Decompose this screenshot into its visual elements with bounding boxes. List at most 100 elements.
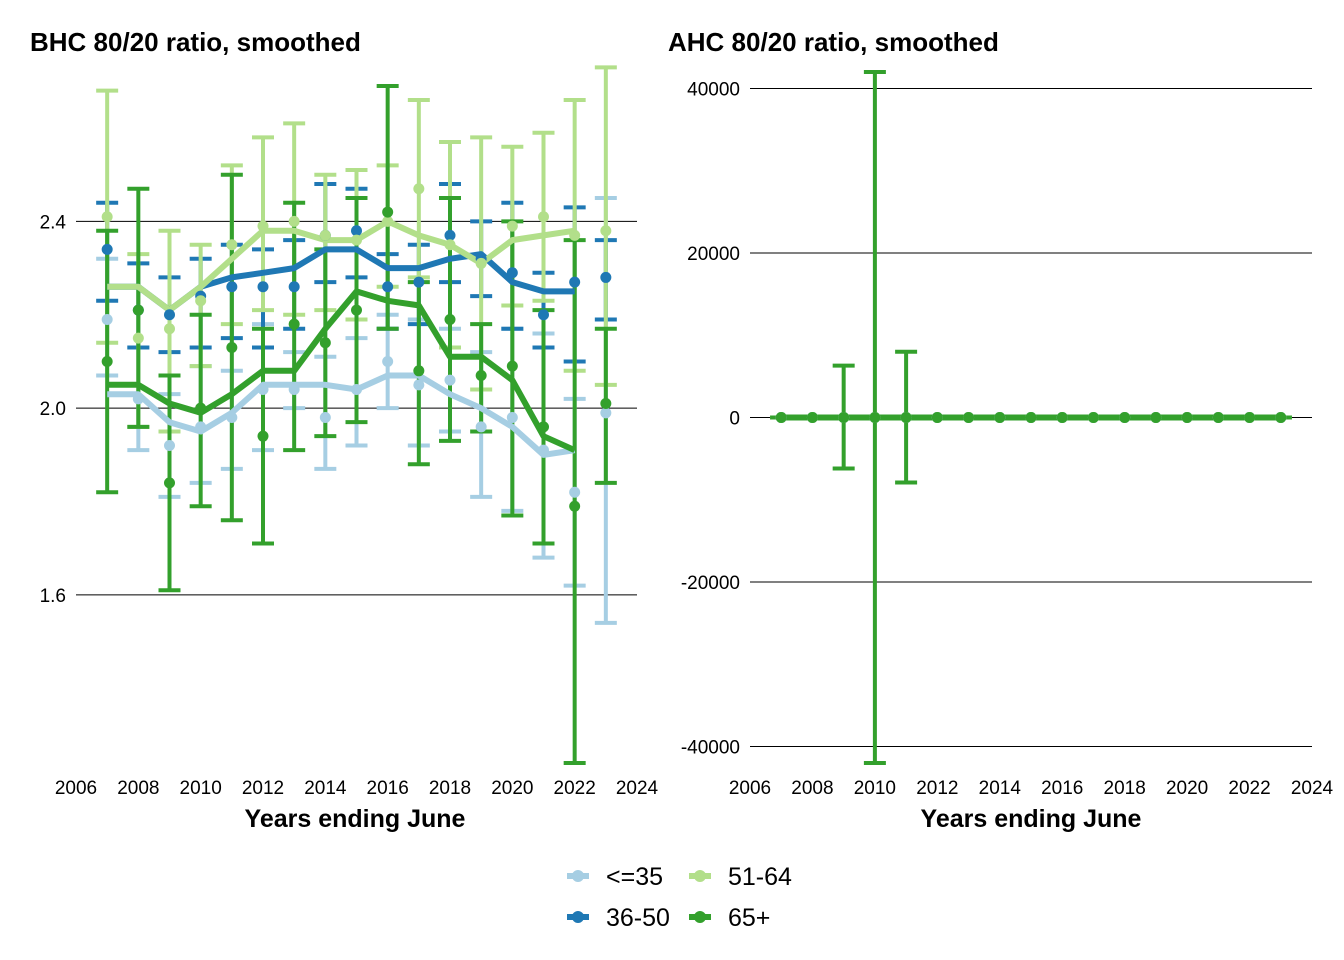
ahc-point-65plus bbox=[931, 411, 943, 423]
bhc-point-51-64 bbox=[257, 220, 269, 232]
bhc-y-tick-label: 2.0 bbox=[40, 399, 66, 420]
bhc-x-tick-label: 2006 bbox=[55, 778, 97, 799]
legend-item-36-50: 36-50 bbox=[567, 904, 670, 932]
bhc-point-36-50 bbox=[101, 243, 113, 255]
bhc-point-le35 bbox=[132, 393, 144, 405]
bhc-point-51-64 bbox=[413, 183, 425, 195]
bhc-point-36-50 bbox=[538, 309, 549, 321]
bhc-point-le35 bbox=[226, 412, 238, 423]
bhc-point-65plus bbox=[164, 477, 175, 489]
legend-key-point-51-64 bbox=[694, 870, 706, 882]
ahc-point-65plus bbox=[1150, 411, 1162, 423]
bhc-point-le35 bbox=[319, 412, 331, 423]
bhc-point-le35 bbox=[257, 383, 269, 395]
bhc-point-51-64 bbox=[569, 229, 581, 241]
ahc-y-tick-labels: -40000 -20000 0 20000 40000 bbox=[681, 79, 740, 758]
bhc-point-65plus bbox=[195, 402, 207, 414]
bhc-point-51-64 bbox=[319, 229, 331, 241]
bhc-point-36-50 bbox=[444, 229, 456, 241]
bhc-x-tick-label: 2022 bbox=[554, 778, 596, 799]
bhc-point-le35 bbox=[475, 421, 487, 433]
legend-label-65plus: 65+ bbox=[728, 904, 770, 932]
ahc-point-65plus bbox=[1212, 411, 1224, 423]
bhc-point-36-50 bbox=[382, 281, 394, 293]
bhc-point-le35 bbox=[506, 412, 518, 423]
ahc-point-65plus bbox=[1025, 411, 1037, 423]
ahc-point-65plus bbox=[775, 411, 787, 423]
bhc-point-65plus bbox=[538, 421, 549, 433]
bhc-point-51-64 bbox=[506, 220, 518, 232]
ahc-data-points bbox=[775, 411, 1287, 423]
bhc-point-36-50 bbox=[351, 225, 362, 237]
bhc-point-65plus bbox=[413, 365, 425, 377]
bhc-point-le35 bbox=[382, 355, 394, 367]
ahc-y-tick-label: -40000 bbox=[681, 738, 740, 759]
bhc-point-le35 bbox=[101, 313, 113, 325]
bhc-point-36-50 bbox=[226, 281, 238, 293]
bhc-point-le35 bbox=[164, 440, 175, 452]
ahc-point-65plus bbox=[869, 411, 881, 423]
bhc-point-51-64 bbox=[226, 239, 238, 251]
bhc-point-65plus bbox=[506, 360, 518, 372]
bhc-y-tick-labels: 1.6 2.0 2.4 bbox=[40, 212, 67, 607]
bhc-point-65plus bbox=[475, 369, 487, 381]
ahc-x-tick-label: 2020 bbox=[1166, 778, 1208, 799]
ahc-y-tick-label: 0 bbox=[729, 409, 740, 430]
ahc-x-tick-label: 2018 bbox=[1104, 778, 1146, 799]
bhc-x-tick-label: 2012 bbox=[242, 778, 284, 799]
bhc-point-51-64 bbox=[475, 257, 487, 269]
ahc-x-tick-label: 2016 bbox=[1041, 778, 1083, 799]
ahc-point-65plus bbox=[1056, 411, 1068, 423]
legend-key-point-le35 bbox=[572, 870, 584, 882]
bhc-x-tick-label: 2008 bbox=[117, 778, 159, 799]
ahc-point-65plus bbox=[994, 411, 1006, 423]
ahc-y-tick-label: 20000 bbox=[687, 244, 740, 265]
bhc-point-36-50 bbox=[413, 276, 425, 288]
legend-label-36-50: 36-50 bbox=[606, 904, 670, 932]
ahc-x-tick-label: 2012 bbox=[916, 778, 958, 799]
ahc-x-tick-label: 2014 bbox=[979, 778, 1022, 799]
legend-item-le35: <=35 bbox=[567, 863, 663, 891]
bhc-point-36-50 bbox=[164, 309, 175, 321]
legend-item-51-64: 51-64 bbox=[689, 863, 792, 891]
ahc-x-tick-labels: 2006 2008 2010 2012 2014 2016 2018 2020 2022 2024 bbox=[729, 778, 1334, 799]
bhc-x-tick-label: 2020 bbox=[491, 778, 533, 799]
ahc-x-tick-label: 2008 bbox=[791, 778, 833, 799]
bhc-point-65plus bbox=[257, 430, 269, 442]
ahc-point-65plus bbox=[900, 411, 912, 423]
ahc-point-65plus bbox=[838, 411, 850, 423]
bhc-point-51-64 bbox=[382, 215, 394, 227]
bhc-x-tick-label: 2016 bbox=[367, 778, 409, 799]
ahc-x-tick-label: 2022 bbox=[1228, 778, 1270, 799]
ahc-x-tick-label: 2010 bbox=[854, 778, 896, 799]
legend-item-65plus: 65+ bbox=[689, 904, 770, 932]
bhc-point-51-64 bbox=[288, 215, 300, 227]
bhc-point-51-64 bbox=[444, 239, 456, 251]
bhc-x-tick-label: 2010 bbox=[180, 778, 222, 799]
bhc-point-65plus bbox=[319, 337, 331, 349]
bhc-smoothed-line-51-64 bbox=[107, 218, 576, 314]
bhc-point-65plus bbox=[382, 206, 394, 218]
bhc-chart-title: BHC 80/20 ratio, smoothed bbox=[30, 27, 361, 57]
ahc-panel: AHC 80/20 ratio, smoothed -40000 -20000 0 2… bbox=[668, 27, 1334, 833]
ahc-point-65plus bbox=[1119, 411, 1131, 423]
bhc-point-36-50 bbox=[600, 271, 612, 283]
bhc-x-tick-label: 2014 bbox=[304, 778, 347, 799]
ahc-x-axis-title: Years ending June bbox=[921, 805, 1142, 833]
bhc-error-bars bbox=[96, 65, 617, 765]
bhc-x-axis-title: Years ending June bbox=[245, 805, 466, 833]
ahc-chart-title: AHC 80/20 ratio, smoothed bbox=[668, 27, 999, 57]
bhc-point-65plus bbox=[351, 304, 362, 316]
bhc-point-65plus bbox=[132, 304, 144, 316]
bhc-x-tick-labels: 2006 2008 2010 2012 2014 2016 2018 2020 2022 2024 bbox=[55, 778, 659, 799]
bhc-point-51-64 bbox=[538, 211, 549, 223]
bhc-point-le35 bbox=[444, 374, 456, 386]
ahc-point-65plus bbox=[806, 411, 818, 423]
legend-label-le35: <=35 bbox=[606, 863, 663, 891]
bhc-point-65plus bbox=[444, 313, 456, 325]
ahc-point-65plus bbox=[1087, 411, 1099, 423]
ahc-point-65plus bbox=[1181, 411, 1193, 423]
bhc-point-51-64 bbox=[195, 295, 207, 307]
legend-label-51-64: 51-64 bbox=[728, 863, 792, 891]
bhc-point-36-50 bbox=[506, 267, 518, 279]
